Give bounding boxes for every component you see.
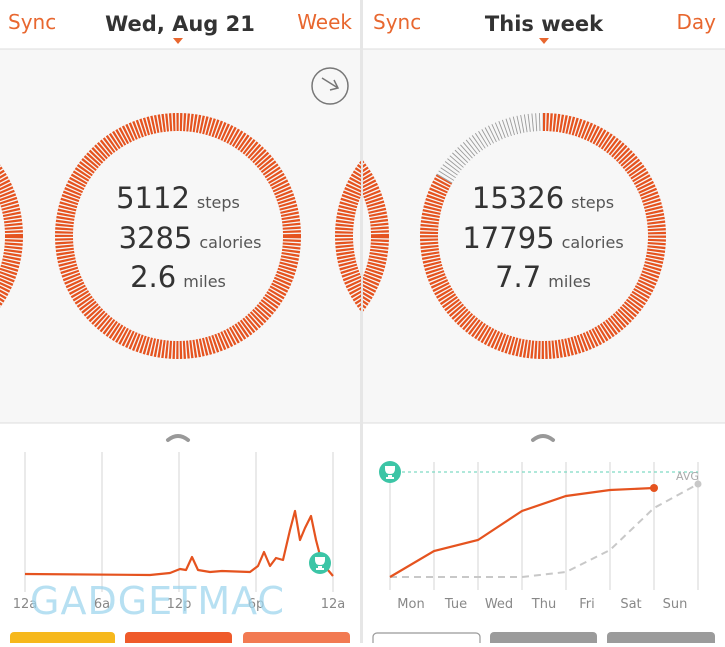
stat-value: 5112 (116, 181, 190, 215)
average-point (694, 480, 702, 488)
next-ring (335, 160, 361, 312)
x-label: Tue (444, 597, 467, 612)
current-point (650, 484, 658, 492)
stat-unit: calories (199, 233, 261, 252)
x-label: Wed (485, 597, 513, 612)
remaining-ring (436, 113, 544, 184)
panel-divider (360, 0, 363, 643)
x-label: 12a (13, 597, 38, 612)
week-button[interactable]: Week (297, 10, 352, 34)
x-label: 12a (321, 597, 346, 612)
drawer-handle[interactable] (531, 434, 555, 442)
neighbor-rings (0, 160, 361, 312)
tab-button[interactable] (372, 632, 481, 647)
x-label: Fri (579, 597, 595, 612)
x-label: Sat (620, 597, 641, 612)
week-chart: AVG Mon Tue Wed Thu Fri Sat Sun (379, 461, 702, 612)
x-label: Sun (663, 597, 688, 612)
stat-value: 7.7 (495, 260, 541, 294)
stat-value: 2.6 (130, 260, 176, 294)
tab-button[interactable] (125, 632, 232, 647)
x-label: 12p (167, 597, 192, 612)
prev-ring (363, 160, 389, 312)
stat-calories: 3285 calories (119, 221, 262, 255)
stat-unit: steps (571, 193, 614, 212)
stat-unit: miles (183, 272, 226, 291)
title-caret (173, 38, 183, 44)
avg-label: AVG (676, 470, 699, 483)
watermark: GADGETMAC (30, 579, 285, 623)
trophy-icon (315, 557, 325, 570)
stat-value: 3285 (119, 221, 193, 255)
stat-unit: steps (197, 193, 240, 212)
drawer-handle[interactable] (166, 434, 190, 442)
next-button[interactable] (311, 67, 349, 105)
tab-button[interactable] (607, 632, 715, 647)
stat-steps: 5112 steps (116, 181, 240, 215)
x-label: Thu (531, 597, 556, 612)
activity-line (24, 509, 334, 577)
sync-button[interactable]: Sync (373, 10, 421, 34)
stat-calories: 17795 calories (462, 221, 623, 255)
stat-steps: 15326 steps (472, 181, 614, 215)
stat-unit: calories (562, 233, 624, 252)
progress-ring (420, 113, 666, 359)
date-title[interactable]: Wed, Aug 21 (105, 12, 255, 36)
stat-value: 17795 (462, 221, 554, 255)
trophy-icon (385, 466, 395, 479)
stat-miles: 7.7 miles (495, 260, 591, 294)
day-chart: 12a 6a 12p 6p 12a (13, 452, 346, 612)
prev-ring (0, 164, 23, 308)
tab-button[interactable] (243, 632, 350, 647)
day-button[interactable]: Day (677, 10, 717, 34)
next-arrow (321, 77, 340, 91)
tab-button[interactable] (490, 632, 597, 647)
tab-button[interactable] (10, 632, 115, 647)
progress-ring (55, 113, 301, 359)
x-label: 6a (94, 597, 110, 612)
neighbor-rings (363, 160, 389, 312)
stat-value: 15326 (472, 181, 564, 215)
sync-button[interactable]: Sync (8, 10, 56, 34)
x-label: 6p (248, 597, 265, 612)
cumulative-line (389, 486, 655, 578)
stat-unit: miles (548, 272, 591, 291)
left-panel: Sync Wed, Aug 21 Week 5112 steps 3285 calo… (0, 10, 361, 647)
average-line (390, 483, 699, 578)
x-label: Mon (397, 597, 424, 612)
week-title[interactable]: This week (485, 12, 604, 36)
stat-miles: 2.6 miles (130, 260, 226, 294)
title-caret (539, 38, 549, 44)
